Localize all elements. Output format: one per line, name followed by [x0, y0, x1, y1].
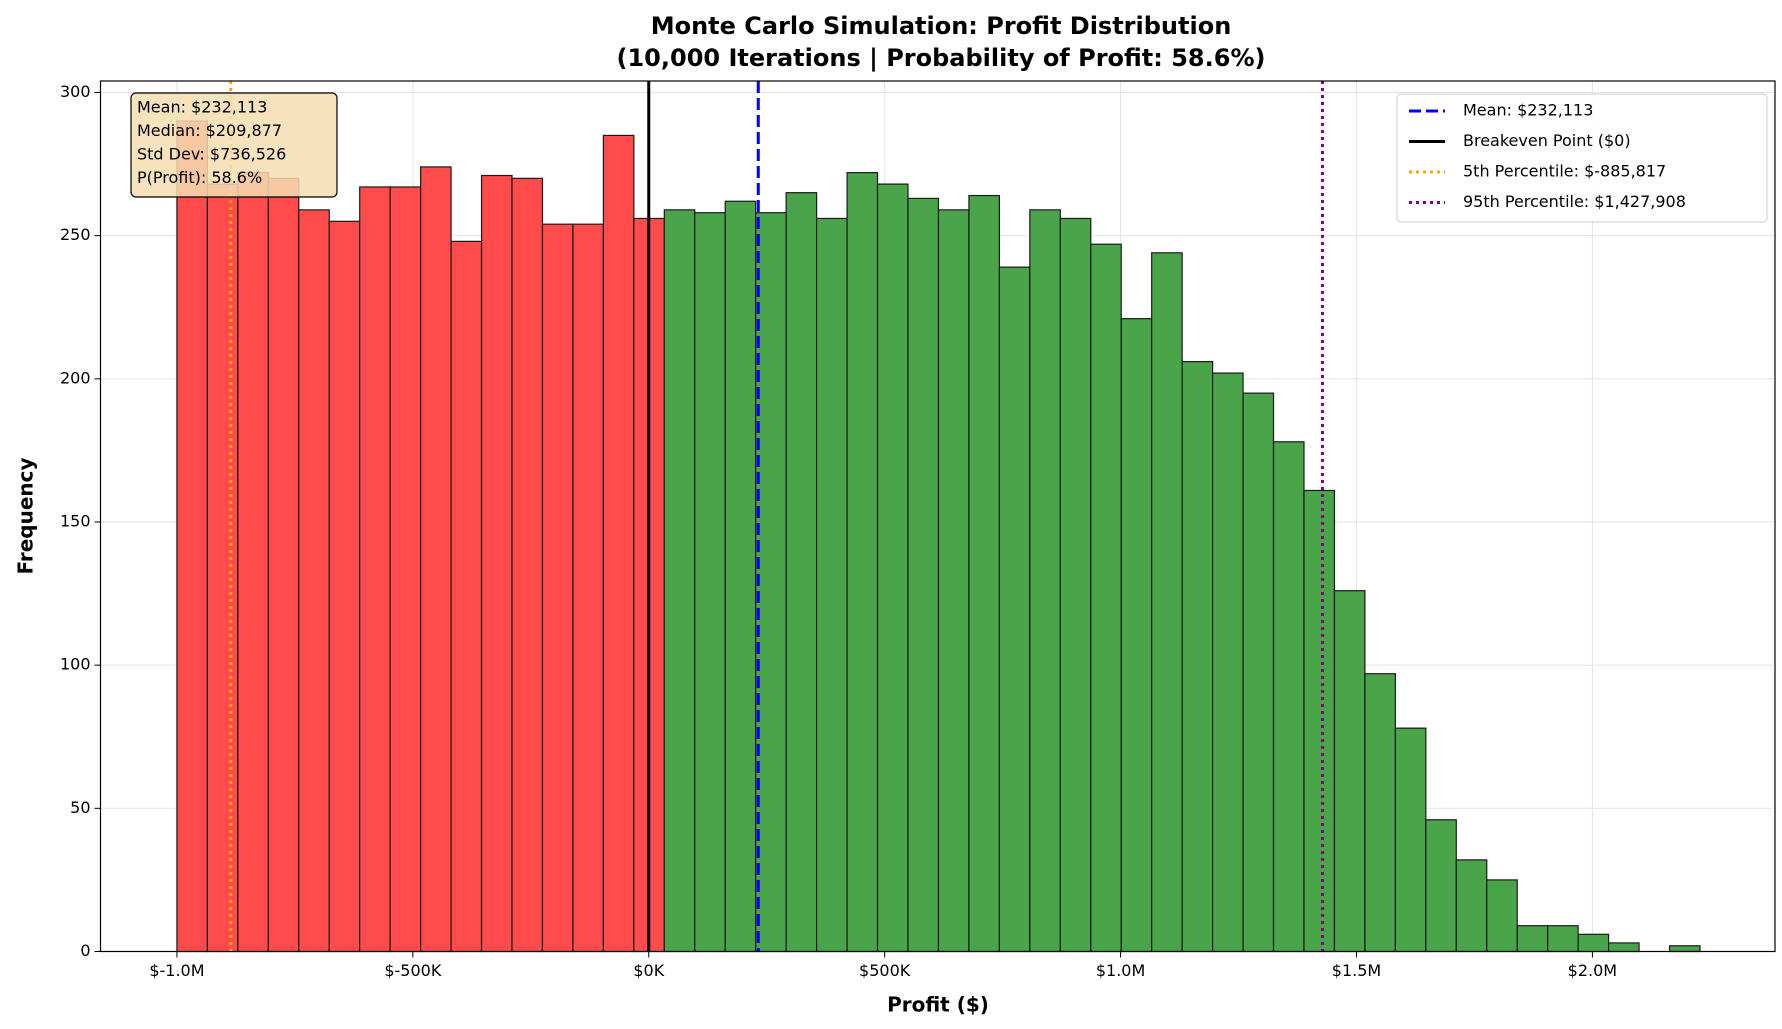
bar — [816, 217, 848, 953]
bar — [480, 174, 513, 953]
bar — [511, 177, 544, 953]
legend-frame — [1396, 93, 1768, 223]
legend-label: 95th Percentile: $1,427,908 — [1463, 192, 1686, 211]
bar — [1272, 441, 1305, 953]
plot-frame — [99, 80, 1776, 953]
bar — [1425, 819, 1457, 953]
y-tick-label: 100 — [60, 655, 91, 674]
bar — [1577, 933, 1610, 953]
bar — [1242, 392, 1275, 953]
bar — [1059, 217, 1092, 953]
bar — [694, 212, 726, 953]
bar — [876, 183, 909, 953]
stats-line: Median: $209,877 — [137, 121, 282, 140]
bar — [755, 212, 787, 953]
bar — [1668, 945, 1701, 953]
bar — [998, 266, 1031, 953]
stats-line: Std Dev: $736,526 — [137, 145, 286, 164]
x-tick-label: $0K — [633, 961, 664, 980]
bar — [541, 223, 574, 953]
stats-line: Mean: $232,113 — [137, 98, 267, 117]
chart-subtitle: (10,000 Iterations | Probability of Prof… — [617, 44, 1266, 72]
stats-box-bg — [130, 92, 338, 198]
legend: Mean: $232,113 Breakeven Point ($0) 5th Pe… — [1396, 93, 1768, 223]
bar — [846, 172, 879, 953]
bar — [450, 240, 483, 953]
stats-line: P(Profit): 58.6% — [137, 168, 262, 187]
bar — [1029, 209, 1061, 953]
x-tick-label: $1.0M — [1096, 961, 1145, 980]
bar — [1455, 859, 1488, 953]
x-tick-label: $500K — [859, 961, 911, 980]
bar — [663, 209, 696, 953]
bar — [937, 209, 970, 953]
bar — [907, 197, 940, 953]
y-tick-label: 200 — [60, 368, 91, 387]
x-tick-label: $2.0M — [1568, 961, 1617, 980]
bar — [1607, 942, 1640, 953]
bar — [1486, 879, 1518, 953]
y-axis-label: Frequency — [14, 457, 38, 574]
x-tick-label: $-500K — [384, 961, 441, 980]
y-tick-label: 0 — [80, 941, 90, 960]
x-tick-label: $-1.0M — [149, 961, 204, 980]
bar — [237, 172, 269, 953]
bar — [1303, 489, 1336, 953]
x-axis-label: Profit ($) — [887, 993, 989, 1017]
bar — [1364, 673, 1396, 953]
bar — [267, 177, 300, 953]
y-tick-label: 150 — [60, 511, 91, 530]
x-tick-label: $1.5M — [1332, 961, 1381, 980]
bar — [328, 220, 361, 953]
bar — [1547, 925, 1579, 953]
legend-label: 5th Percentile: $-885,817 — [1463, 162, 1666, 181]
bar — [1181, 361, 1214, 953]
bar — [206, 183, 239, 953]
bar — [1394, 727, 1427, 953]
bar — [724, 200, 757, 953]
chart-title: Monte Carlo Simulation: Profit Distribut… — [651, 12, 1232, 40]
y-tick-label: 300 — [60, 82, 91, 101]
bar — [1212, 372, 1244, 953]
bar — [785, 192, 818, 953]
bar — [968, 194, 1000, 953]
bar — [1151, 252, 1183, 953]
bar — [572, 223, 604, 953]
stats-box: Mean: $232,113 Median: $209,877 Std Dev: $… — [130, 92, 338, 198]
bar — [1120, 318, 1153, 953]
legend-label: Breakeven Point ($0) — [1463, 131, 1631, 150]
bar — [176, 120, 208, 953]
bar — [1090, 243, 1122, 953]
bar — [1333, 590, 1366, 953]
bar — [389, 186, 422, 953]
y-tick-label: 250 — [60, 225, 91, 244]
y-tick-label: 50 — [70, 798, 90, 817]
bar — [602, 134, 635, 953]
bar — [359, 186, 391, 953]
bar — [420, 166, 452, 953]
bar — [298, 209, 330, 953]
bar — [1516, 925, 1549, 953]
legend-label: Mean: $232,113 — [1463, 101, 1593, 120]
